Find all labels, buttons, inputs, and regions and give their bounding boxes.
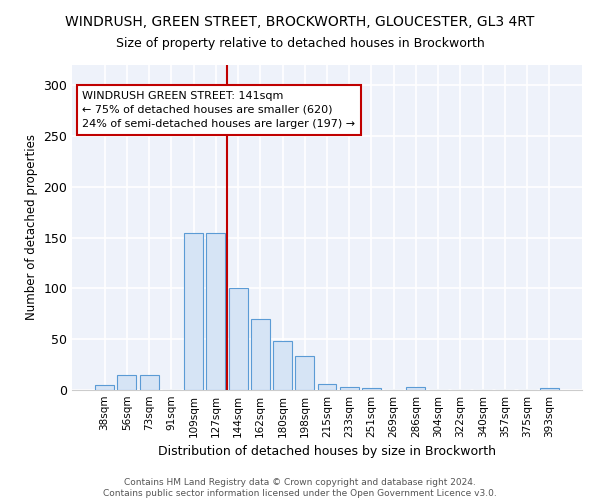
Bar: [295, 356, 314, 390]
Bar: [317, 384, 337, 390]
Bar: [540, 388, 559, 390]
Bar: [140, 375, 158, 390]
Bar: [229, 288, 248, 390]
X-axis label: Distribution of detached houses by size in Brockworth: Distribution of detached houses by size …: [158, 446, 496, 458]
Bar: [406, 387, 425, 390]
Bar: [340, 387, 359, 390]
Y-axis label: Number of detached properties: Number of detached properties: [25, 134, 38, 320]
Text: Size of property relative to detached houses in Brockworth: Size of property relative to detached ho…: [116, 38, 484, 51]
Bar: [95, 385, 114, 390]
Bar: [206, 232, 225, 390]
Bar: [118, 375, 136, 390]
Bar: [273, 341, 292, 390]
Text: WINDRUSH, GREEN STREET, BROCKWORTH, GLOUCESTER, GL3 4RT: WINDRUSH, GREEN STREET, BROCKWORTH, GLOU…: [65, 15, 535, 29]
Text: WINDRUSH GREEN STREET: 141sqm
← 75% of detached houses are smaller (620)
24% of : WINDRUSH GREEN STREET: 141sqm ← 75% of d…: [82, 91, 355, 129]
Bar: [251, 319, 270, 390]
Bar: [184, 232, 203, 390]
Bar: [362, 388, 381, 390]
Text: Contains HM Land Registry data © Crown copyright and database right 2024.
Contai: Contains HM Land Registry data © Crown c…: [103, 478, 497, 498]
